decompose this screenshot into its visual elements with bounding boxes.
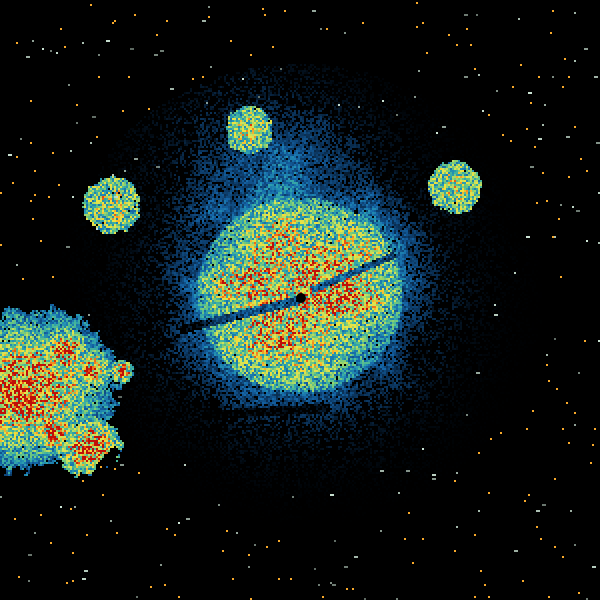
- sky-image-canvas: [0, 0, 600, 600]
- astronomical-image-viewport: [0, 0, 600, 600]
